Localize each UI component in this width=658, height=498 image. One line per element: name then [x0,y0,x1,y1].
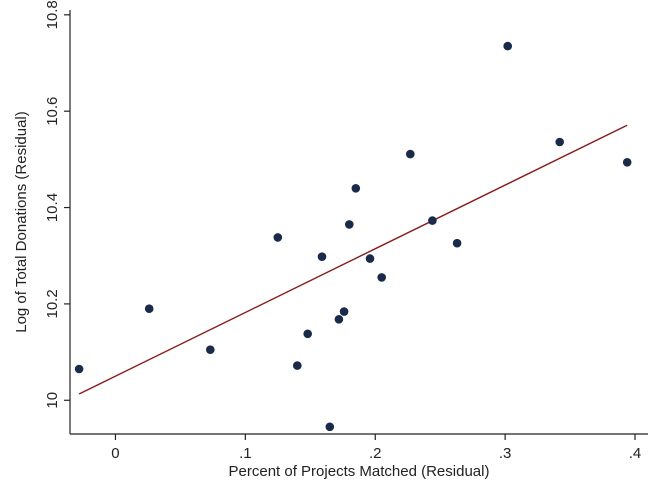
data-point [345,220,354,229]
y-axis-ticks: 10 10.2 10.4 10.6 10.8 [44,0,70,409]
data-point [428,216,437,225]
data-point [334,315,344,324]
data-point [206,345,215,355]
y-tick-label: 10.6 [44,97,61,126]
data-point [622,158,632,167]
data-point [503,41,512,51]
x-tick-label: 0 [111,445,119,462]
data-point [365,254,375,263]
data-point [293,361,302,370]
data-point [351,184,361,193]
y-tick-label: 10.8 [44,0,61,29]
data-point [555,137,564,147]
data-point [144,304,154,314]
x-tick-label: .2 [369,445,382,462]
data-point [406,149,415,159]
plot-area [74,41,632,432]
data-point [273,233,283,242]
fit-line [78,124,628,395]
axes: 10 10.2 10.4 10.6 10.8 0 .1 .2 .3 .4 [44,0,648,462]
x-tick-label: .1 [239,445,252,462]
x-tick-label: .4 [629,445,642,462]
y-tick-label: 10 [44,392,61,409]
data-point [303,329,313,339]
data-point [377,273,387,282]
data-point [452,238,462,248]
y-tick-label: 10.2 [44,289,61,318]
x-axis-title: Percent of Projects Matched (Residual) [229,463,490,480]
data-point [325,422,335,432]
data-point [317,252,327,261]
y-axis-title: Log of Total Donations (Residual) [13,111,30,333]
data-point [74,364,84,374]
x-tick-label: .3 [499,445,512,462]
data-point [339,307,349,316]
y-tick-label: 10.4 [44,193,61,222]
x-axis-ticks: 0 .1 .2 .3 .4 [111,434,641,462]
